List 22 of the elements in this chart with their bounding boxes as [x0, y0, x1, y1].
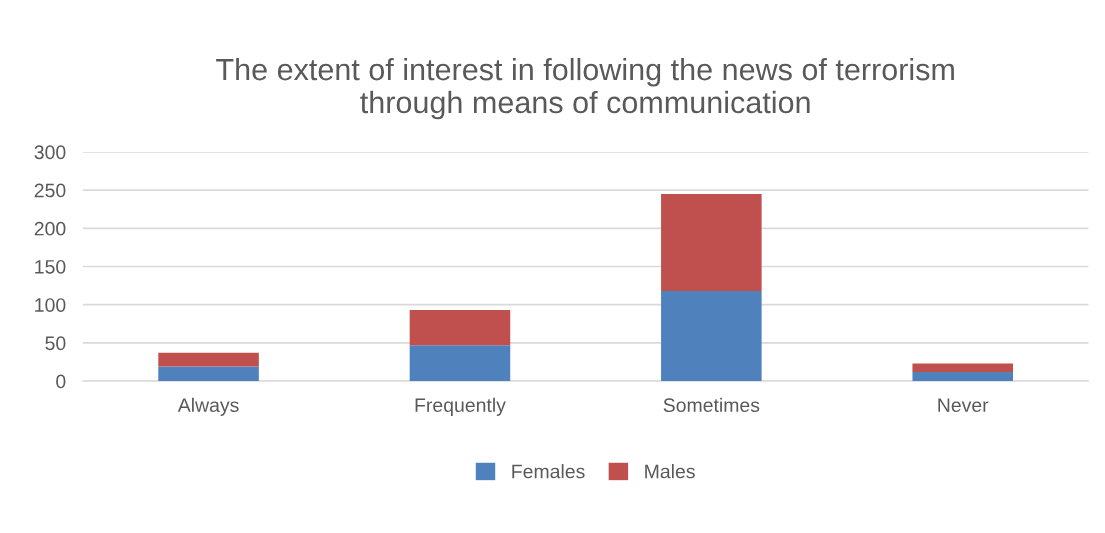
bar: [912, 371, 1014, 382]
y-tick-label: 200: [34, 221, 66, 236]
legend-label: Females: [512, 464, 585, 479]
bar: [912, 363, 1014, 372]
chart-title: The extent of interest in following the news of terrorism through means of communication: [216, 57, 954, 120]
y-tick-label: 100: [35, 298, 66, 312]
bar: [158, 352, 259, 367]
legend-label: Males: [645, 464, 695, 479]
x-tick-label: Never: [938, 398, 989, 413]
x-tick-label: Always: [177, 397, 239, 416]
bar: [661, 290, 762, 382]
y-tick-label: 150: [35, 259, 66, 274]
x-tick-label: Frequently: [415, 397, 506, 416]
x-tick-label: Sometimes: [663, 397, 760, 413]
bar: [409, 345, 511, 382]
y-tick-label: 0: [56, 374, 66, 389]
y-tick-label: 50: [45, 336, 66, 351]
bar: [661, 193, 762, 291]
y-tick-label: 300: [34, 145, 66, 160]
bar: [409, 310, 511, 346]
y-tick-label: 250: [34, 183, 66, 198]
bar: [158, 366, 259, 382]
